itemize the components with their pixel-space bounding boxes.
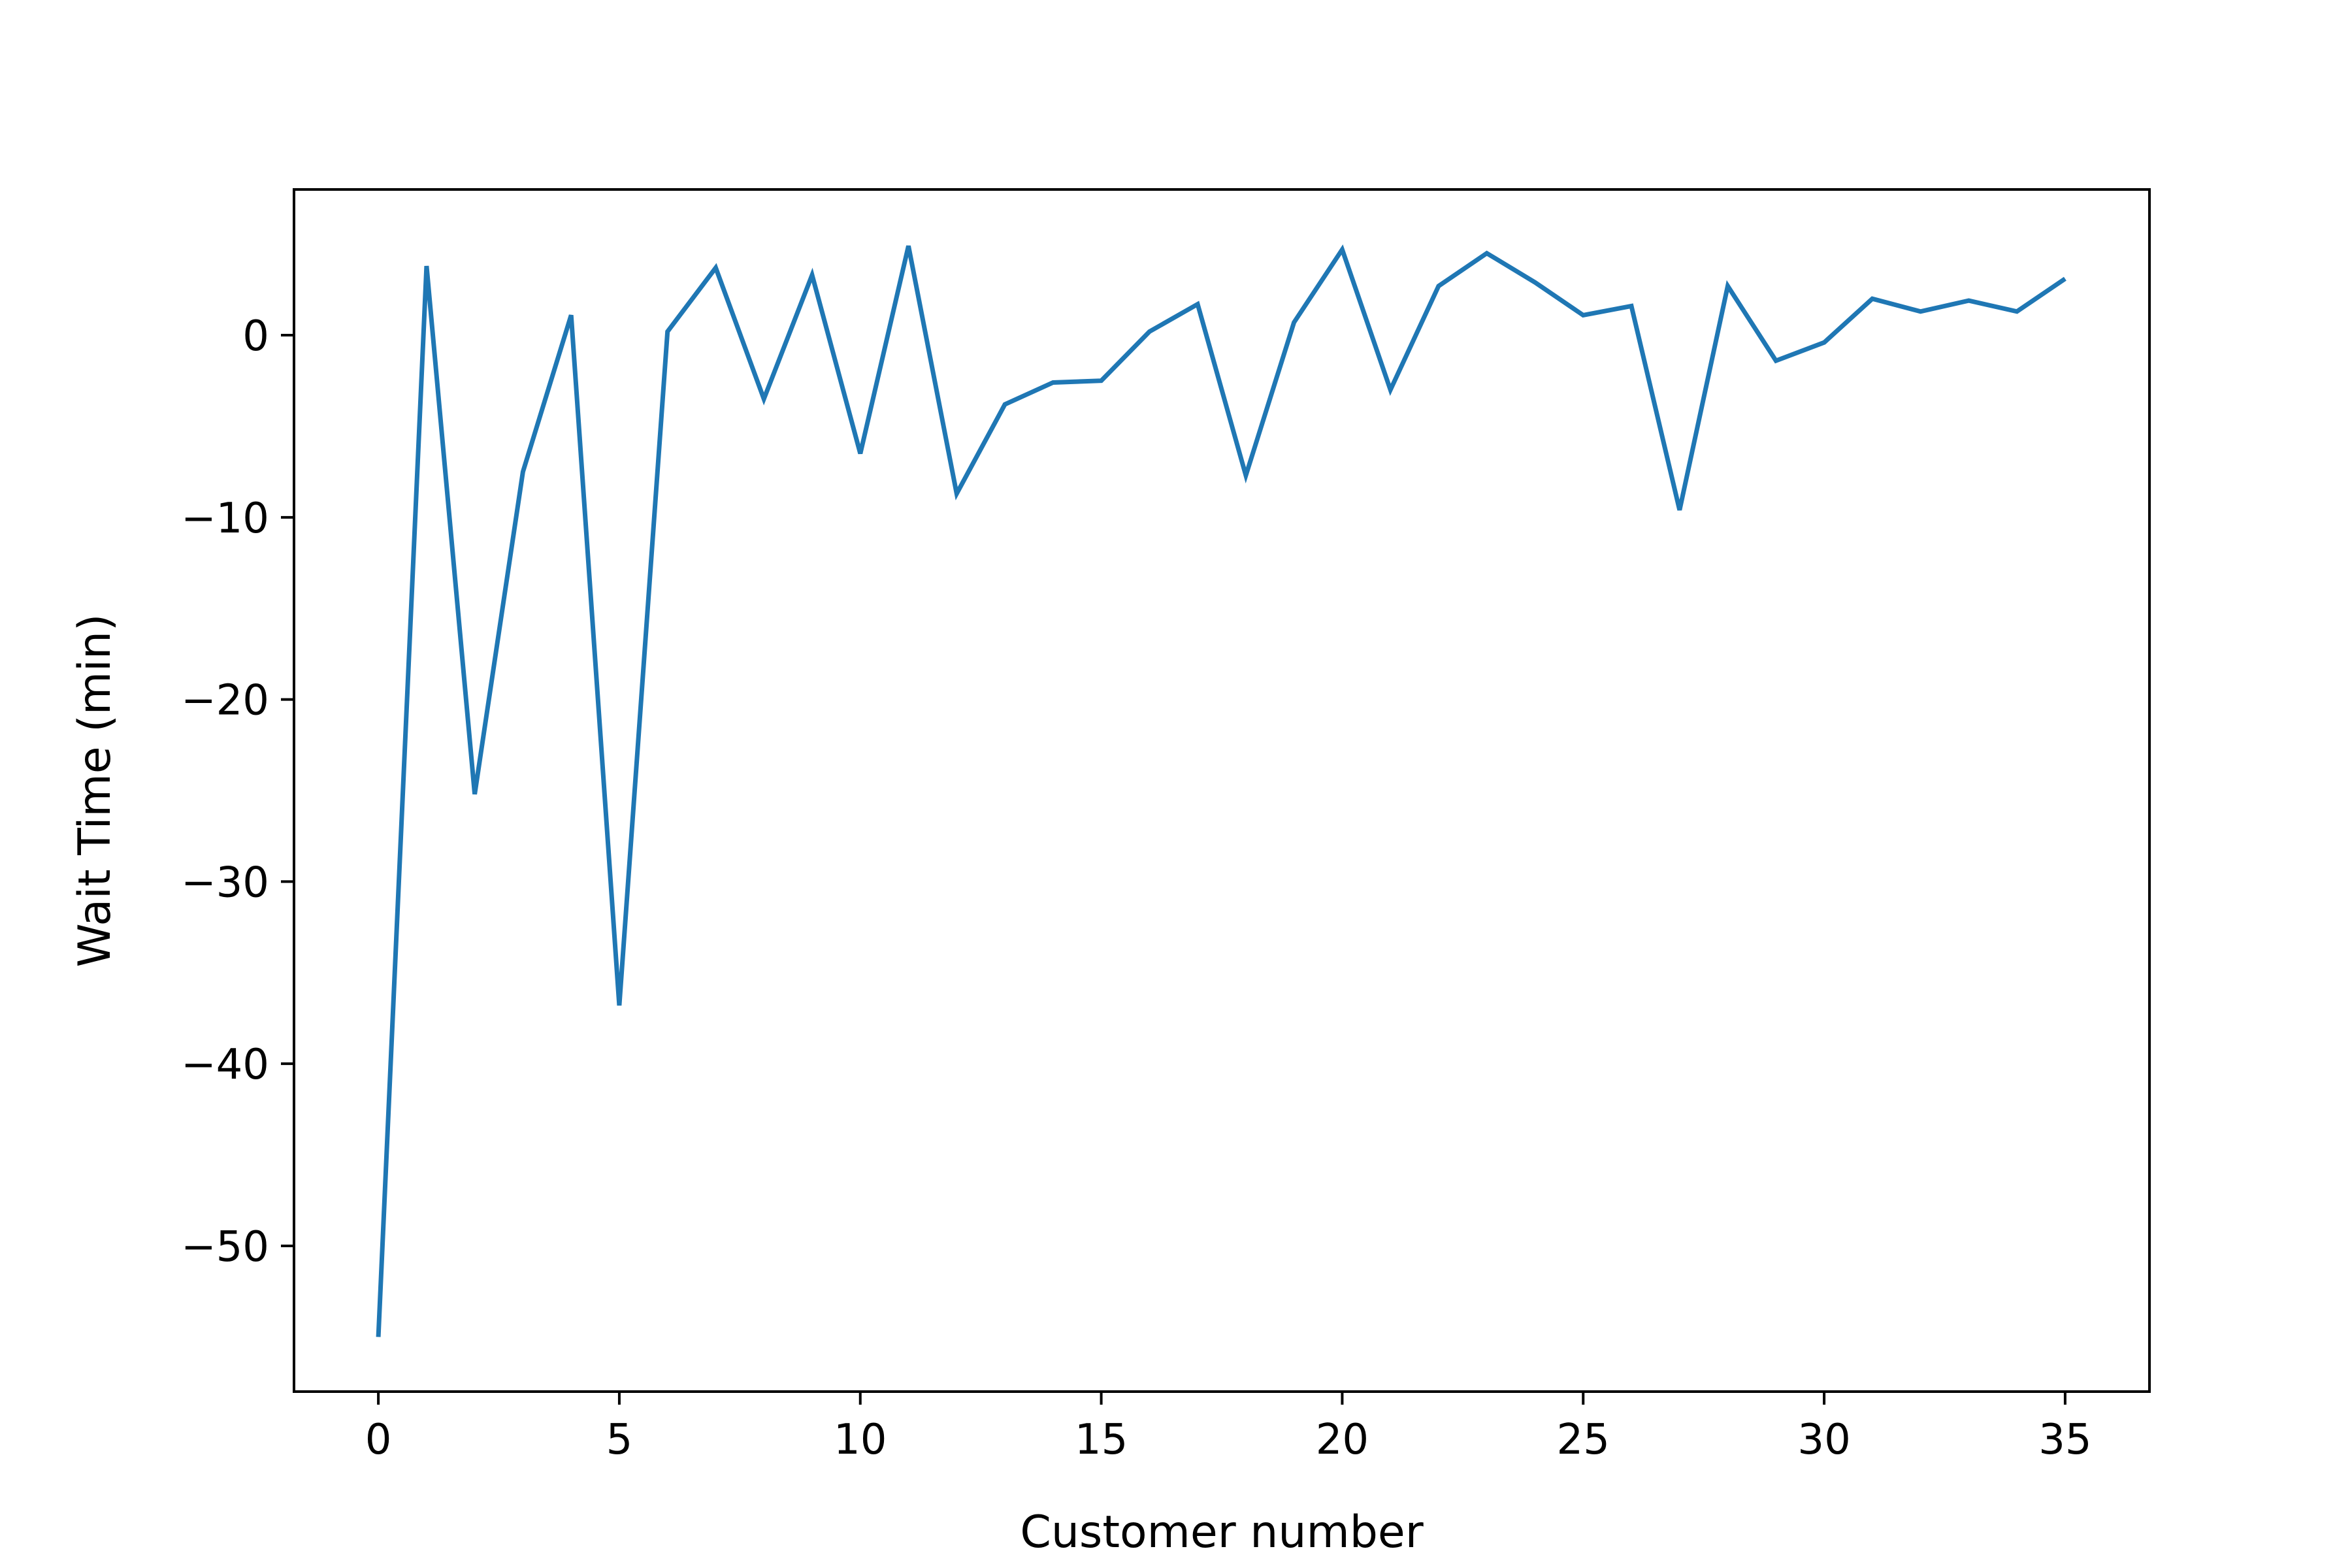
x-tick-label: 5 — [606, 1416, 633, 1464]
series-line-0 — [376, 244, 2066, 1337]
x-axis: 0 5 10 15 20 25 30 35 — [365, 1392, 2092, 1464]
x-tick-label: 15 — [1075, 1416, 1128, 1464]
y-tick-label: −10 — [181, 495, 269, 543]
x-tick-label: 30 — [1797, 1416, 1850, 1464]
y-tick-label: −40 — [181, 1041, 269, 1089]
y-axis: 0 −10 −20 −30 −40 −50 — [181, 312, 294, 1271]
x-axis-label: Customer number — [1020, 1507, 1423, 1558]
y-tick-label: −30 — [181, 858, 269, 907]
y-tick-label: 0 — [242, 312, 269, 361]
y-axis-label: Wait Time (min) — [69, 613, 121, 967]
y-tick-label: −20 — [181, 677, 269, 725]
x-tick-label: 10 — [834, 1416, 887, 1464]
x-tick-label: 20 — [1316, 1416, 1369, 1464]
plot-area — [376, 244, 2066, 1337]
x-tick-label: 25 — [1557, 1416, 1610, 1464]
x-tick-label: 35 — [2038, 1416, 2091, 1464]
y-tick-label: −50 — [181, 1223, 269, 1271]
x-tick-label: 0 — [365, 1416, 392, 1464]
axes-frame — [293, 188, 2151, 1393]
